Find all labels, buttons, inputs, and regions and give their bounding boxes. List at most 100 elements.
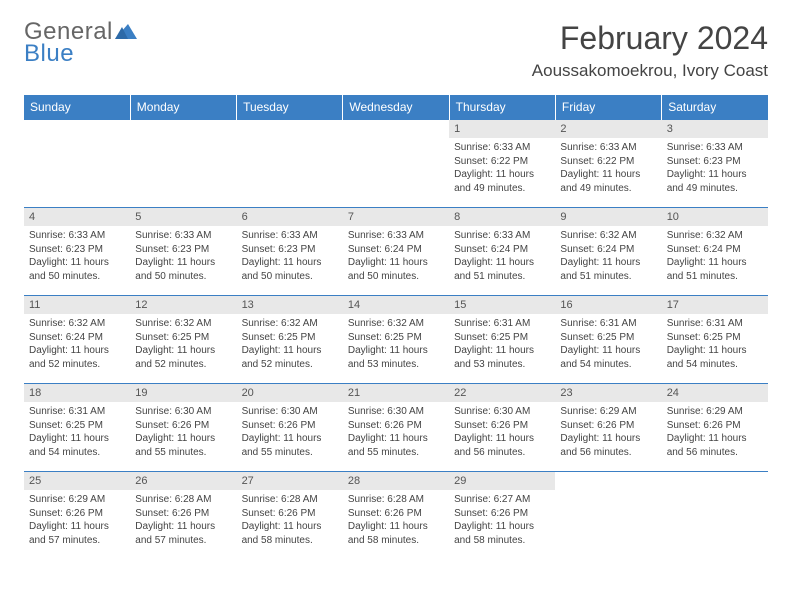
weekday-header: Sunday bbox=[24, 95, 130, 120]
calendar-day-cell: 1Sunrise: 6:33 AMSunset: 6:22 PMDaylight… bbox=[449, 120, 555, 208]
calendar-empty-cell bbox=[130, 120, 236, 208]
calendar-day-cell: 11Sunrise: 6:32 AMSunset: 6:24 PMDayligh… bbox=[24, 296, 130, 384]
calendar-day-cell: 8Sunrise: 6:33 AMSunset: 6:24 PMDaylight… bbox=[449, 208, 555, 296]
day-details: Sunrise: 6:33 AMSunset: 6:23 PMDaylight:… bbox=[237, 226, 343, 286]
day-number: 4 bbox=[24, 208, 130, 226]
day-number: 7 bbox=[343, 208, 449, 226]
day-details: Sunrise: 6:33 AMSunset: 6:22 PMDaylight:… bbox=[449, 138, 555, 198]
day-details: Sunrise: 6:29 AMSunset: 6:26 PMDaylight:… bbox=[662, 402, 768, 462]
day-number: 18 bbox=[24, 384, 130, 402]
calendar-day-cell: 19Sunrise: 6:30 AMSunset: 6:26 PMDayligh… bbox=[130, 384, 236, 472]
logo-text-blue: Blue bbox=[24, 42, 137, 66]
day-details: Sunrise: 6:29 AMSunset: 6:26 PMDaylight:… bbox=[555, 402, 661, 462]
calendar-day-cell: 9Sunrise: 6:32 AMSunset: 6:24 PMDaylight… bbox=[555, 208, 661, 296]
day-number: 26 bbox=[130, 472, 236, 490]
location: Aoussakomoekrou, Ivory Coast bbox=[532, 61, 768, 81]
calendar-day-cell: 14Sunrise: 6:32 AMSunset: 6:25 PMDayligh… bbox=[343, 296, 449, 384]
day-number: 6 bbox=[237, 208, 343, 226]
day-number: 23 bbox=[555, 384, 661, 402]
calendar-day-cell: 25Sunrise: 6:29 AMSunset: 6:26 PMDayligh… bbox=[24, 472, 130, 560]
day-details: Sunrise: 6:33 AMSunset: 6:22 PMDaylight:… bbox=[555, 138, 661, 198]
day-details: Sunrise: 6:30 AMSunset: 6:26 PMDaylight:… bbox=[449, 402, 555, 462]
calendar-row: 11Sunrise: 6:32 AMSunset: 6:24 PMDayligh… bbox=[24, 296, 768, 384]
month-title: February 2024 bbox=[532, 20, 768, 57]
day-details: Sunrise: 6:29 AMSunset: 6:26 PMDaylight:… bbox=[24, 490, 130, 550]
weekday-header: Friday bbox=[555, 95, 661, 120]
calendar-row: 25Sunrise: 6:29 AMSunset: 6:26 PMDayligh… bbox=[24, 472, 768, 560]
day-number: 28 bbox=[343, 472, 449, 490]
day-number: 20 bbox=[237, 384, 343, 402]
day-details: Sunrise: 6:30 AMSunset: 6:26 PMDaylight:… bbox=[237, 402, 343, 462]
day-details: Sunrise: 6:31 AMSunset: 6:25 PMDaylight:… bbox=[662, 314, 768, 374]
day-number: 10 bbox=[662, 208, 768, 226]
day-number: 15 bbox=[449, 296, 555, 314]
day-details: Sunrise: 6:28 AMSunset: 6:26 PMDaylight:… bbox=[343, 490, 449, 550]
day-details: Sunrise: 6:31 AMSunset: 6:25 PMDaylight:… bbox=[24, 402, 130, 462]
page-header: GeneralBlue February 2024 Aoussakomoekro… bbox=[24, 20, 768, 81]
calendar-day-cell: 2Sunrise: 6:33 AMSunset: 6:22 PMDaylight… bbox=[555, 120, 661, 208]
weekday-header-row: SundayMondayTuesdayWednesdayThursdayFrid… bbox=[24, 95, 768, 120]
day-details: Sunrise: 6:33 AMSunset: 6:23 PMDaylight:… bbox=[24, 226, 130, 286]
day-number: 5 bbox=[130, 208, 236, 226]
calendar-day-cell: 28Sunrise: 6:28 AMSunset: 6:26 PMDayligh… bbox=[343, 472, 449, 560]
day-number: 29 bbox=[449, 472, 555, 490]
calendar-day-cell: 26Sunrise: 6:28 AMSunset: 6:26 PMDayligh… bbox=[130, 472, 236, 560]
calendar-day-cell: 4Sunrise: 6:33 AMSunset: 6:23 PMDaylight… bbox=[24, 208, 130, 296]
weekday-header: Tuesday bbox=[237, 95, 343, 120]
calendar-day-cell: 6Sunrise: 6:33 AMSunset: 6:23 PMDaylight… bbox=[237, 208, 343, 296]
day-details: Sunrise: 6:31 AMSunset: 6:25 PMDaylight:… bbox=[449, 314, 555, 374]
weekday-header: Thursday bbox=[449, 95, 555, 120]
logo-icon bbox=[115, 20, 137, 44]
calendar-empty-cell bbox=[237, 120, 343, 208]
day-number: 25 bbox=[24, 472, 130, 490]
calendar-day-cell: 7Sunrise: 6:33 AMSunset: 6:24 PMDaylight… bbox=[343, 208, 449, 296]
day-number: 19 bbox=[130, 384, 236, 402]
day-number: 3 bbox=[662, 120, 768, 138]
calendar-day-cell: 22Sunrise: 6:30 AMSunset: 6:26 PMDayligh… bbox=[449, 384, 555, 472]
title-block: February 2024 Aoussakomoekrou, Ivory Coa… bbox=[532, 20, 768, 81]
day-number: 27 bbox=[237, 472, 343, 490]
calendar-day-cell: 27Sunrise: 6:28 AMSunset: 6:26 PMDayligh… bbox=[237, 472, 343, 560]
calendar-empty-cell bbox=[662, 472, 768, 560]
calendar-day-cell: 5Sunrise: 6:33 AMSunset: 6:23 PMDaylight… bbox=[130, 208, 236, 296]
calendar-row: 18Sunrise: 6:31 AMSunset: 6:25 PMDayligh… bbox=[24, 384, 768, 472]
day-details: Sunrise: 6:27 AMSunset: 6:26 PMDaylight:… bbox=[449, 490, 555, 550]
calendar-empty-cell bbox=[343, 120, 449, 208]
day-details: Sunrise: 6:30 AMSunset: 6:26 PMDaylight:… bbox=[130, 402, 236, 462]
calendar-day-cell: 29Sunrise: 6:27 AMSunset: 6:26 PMDayligh… bbox=[449, 472, 555, 560]
calendar-row: 4Sunrise: 6:33 AMSunset: 6:23 PMDaylight… bbox=[24, 208, 768, 296]
calendar-row: 1Sunrise: 6:33 AMSunset: 6:22 PMDaylight… bbox=[24, 120, 768, 208]
day-number: 9 bbox=[555, 208, 661, 226]
calendar-body: 1Sunrise: 6:33 AMSunset: 6:22 PMDaylight… bbox=[24, 120, 768, 560]
day-details: Sunrise: 6:28 AMSunset: 6:26 PMDaylight:… bbox=[130, 490, 236, 550]
day-details: Sunrise: 6:32 AMSunset: 6:24 PMDaylight:… bbox=[662, 226, 768, 286]
weekday-header: Monday bbox=[130, 95, 236, 120]
calendar-day-cell: 23Sunrise: 6:29 AMSunset: 6:26 PMDayligh… bbox=[555, 384, 661, 472]
day-number: 2 bbox=[555, 120, 661, 138]
day-number: 17 bbox=[662, 296, 768, 314]
day-details: Sunrise: 6:33 AMSunset: 6:24 PMDaylight:… bbox=[343, 226, 449, 286]
day-number: 16 bbox=[555, 296, 661, 314]
day-number: 21 bbox=[343, 384, 449, 402]
day-details: Sunrise: 6:32 AMSunset: 6:25 PMDaylight:… bbox=[130, 314, 236, 374]
calendar-day-cell: 10Sunrise: 6:32 AMSunset: 6:24 PMDayligh… bbox=[662, 208, 768, 296]
day-number: 24 bbox=[662, 384, 768, 402]
day-number: 1 bbox=[449, 120, 555, 138]
calendar-day-cell: 12Sunrise: 6:32 AMSunset: 6:25 PMDayligh… bbox=[130, 296, 236, 384]
calendar-day-cell: 24Sunrise: 6:29 AMSunset: 6:26 PMDayligh… bbox=[662, 384, 768, 472]
logo: GeneralBlue bbox=[24, 20, 137, 66]
calendar-day-cell: 15Sunrise: 6:31 AMSunset: 6:25 PMDayligh… bbox=[449, 296, 555, 384]
calendar-day-cell: 20Sunrise: 6:30 AMSunset: 6:26 PMDayligh… bbox=[237, 384, 343, 472]
calendar-empty-cell bbox=[555, 472, 661, 560]
calendar-table: SundayMondayTuesdayWednesdayThursdayFrid… bbox=[24, 95, 768, 560]
calendar-day-cell: 21Sunrise: 6:30 AMSunset: 6:26 PMDayligh… bbox=[343, 384, 449, 472]
day-number: 13 bbox=[237, 296, 343, 314]
calendar-empty-cell bbox=[24, 120, 130, 208]
calendar-day-cell: 13Sunrise: 6:32 AMSunset: 6:25 PMDayligh… bbox=[237, 296, 343, 384]
day-details: Sunrise: 6:32 AMSunset: 6:24 PMDaylight:… bbox=[555, 226, 661, 286]
day-number: 12 bbox=[130, 296, 236, 314]
day-details: Sunrise: 6:33 AMSunset: 6:23 PMDaylight:… bbox=[662, 138, 768, 198]
day-details: Sunrise: 6:30 AMSunset: 6:26 PMDaylight:… bbox=[343, 402, 449, 462]
calendar-day-cell: 16Sunrise: 6:31 AMSunset: 6:25 PMDayligh… bbox=[555, 296, 661, 384]
day-details: Sunrise: 6:33 AMSunset: 6:24 PMDaylight:… bbox=[449, 226, 555, 286]
